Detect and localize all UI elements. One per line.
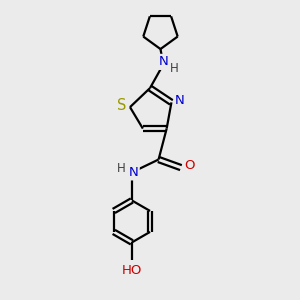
Text: N: N — [175, 94, 185, 107]
Text: H: H — [117, 162, 126, 175]
Text: S: S — [117, 98, 126, 113]
Text: H: H — [169, 61, 178, 75]
Text: N: N — [158, 56, 168, 68]
Text: HO: HO — [122, 263, 142, 277]
Text: N: N — [128, 166, 138, 179]
Text: O: O — [184, 159, 195, 172]
